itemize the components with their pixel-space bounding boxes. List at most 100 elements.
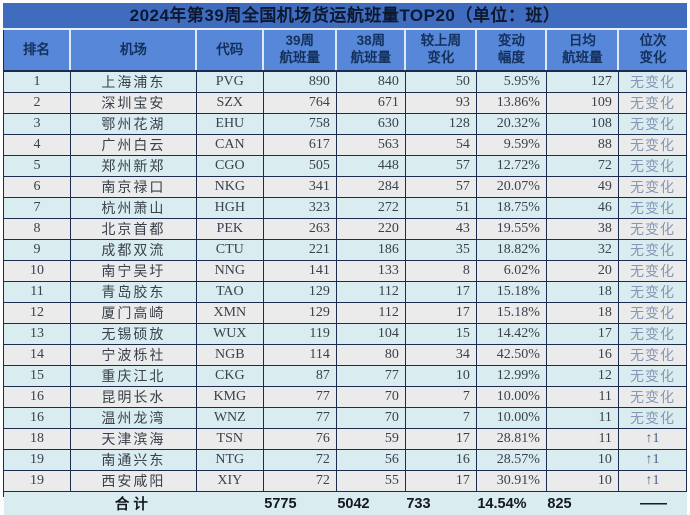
table-row: 18 天津滨海 TSN 76 59 17 28.81% 11 ↑1 — [4, 429, 687, 450]
table-row: 9 成都双流 CTU 221 186 35 18.82% 32 无变化 — [4, 240, 687, 261]
header-row: 排名 机场 代码 39周 航班量 38周 航班量 较上周 变化 变动 幅度 日均… — [4, 30, 687, 71]
cell-rank: 19 — [4, 450, 71, 471]
cell-rank-change: 无变化 — [618, 240, 686, 261]
cell-rank-change: 无变化 — [618, 345, 686, 366]
cell-rank: 12 — [4, 303, 71, 324]
cell-rank: 8 — [4, 219, 71, 240]
cell-change-pct: 28.57% — [476, 450, 546, 471]
cell-change: 8 — [405, 261, 476, 282]
cell-change-pct: 5.95% — [476, 71, 546, 93]
cell-change: 128 — [405, 114, 476, 135]
cell-airport: 厦门高崎 — [70, 303, 196, 324]
cell-week38: 563 — [336, 135, 405, 156]
cell-change: 16 — [405, 450, 476, 471]
cell-rank: 13 — [4, 324, 71, 345]
cell-code: WUX — [196, 324, 263, 345]
cell-code: PVG — [196, 71, 263, 93]
cell-airport: 青岛胶东 — [70, 282, 196, 303]
cell-airport: 广州白云 — [70, 135, 196, 156]
cell-rank: 15 — [4, 366, 71, 387]
cell-daily-avg: 72 — [546, 156, 618, 177]
cell-rank: 1 — [4, 71, 71, 93]
total-daily-avg: 825 — [546, 492, 618, 515]
cell-change: 17 — [405, 429, 476, 450]
cell-code: KMG — [196, 387, 263, 408]
cell-code: NKG — [196, 177, 263, 198]
cell-week39: 505 — [263, 156, 336, 177]
cell-daily-avg: 11 — [546, 408, 618, 429]
cell-code: XMN — [196, 303, 263, 324]
cell-change-pct: 12.72% — [476, 156, 546, 177]
cell-rank-change: 无变化 — [618, 135, 686, 156]
cell-change: 50 — [405, 71, 476, 93]
table-row: 6 南京禄口 NKG 341 284 57 20.07% 49 无变化 — [4, 177, 687, 198]
cell-change-pct: 28.81% — [476, 429, 546, 450]
cell-change-pct: 20.32% — [476, 114, 546, 135]
cell-week39: 617 — [263, 135, 336, 156]
cell-airport: 深圳宝安 — [70, 93, 196, 114]
header-cell-week39: 39周 航班量 — [263, 30, 336, 71]
cell-change-pct: 10.00% — [476, 387, 546, 408]
cell-code: TAO — [196, 282, 263, 303]
cell-week39: 77 — [263, 387, 336, 408]
table-row: 3 鄂州花湖 EHU 758 630 128 20.32% 108 无变化 — [4, 114, 687, 135]
cell-change: 57 — [405, 177, 476, 198]
cell-week38: 284 — [336, 177, 405, 198]
cell-rank: 2 — [4, 93, 71, 114]
cell-week39: 87 — [263, 366, 336, 387]
cell-change-pct: 18.75% — [476, 198, 546, 219]
cell-rank-change: 无变化 — [618, 261, 686, 282]
table-row: 12 厦门高崎 XMN 129 112 17 15.18% 18 无变化 — [4, 303, 687, 324]
cell-week39: 141 — [263, 261, 336, 282]
cell-change-pct: 6.02% — [476, 261, 546, 282]
cell-daily-avg: 11 — [546, 429, 618, 450]
cell-change-pct: 20.07% — [476, 177, 546, 198]
cell-rank: 5 — [4, 156, 71, 177]
page-title: 2024年第39周全国机场货运航班量TOP20（单位：班） — [3, 3, 687, 30]
total-rank-change: —— — [618, 492, 686, 515]
cell-airport: 上海浦东 — [70, 71, 196, 93]
cell-change: 17 — [405, 471, 476, 492]
cell-code: NGB — [196, 345, 263, 366]
table-row: 16 昆明长水 KMG 77 70 7 10.00% 11 无变化 — [4, 387, 687, 408]
cell-rank: 7 — [4, 198, 71, 219]
cell-rank: 3 — [4, 114, 71, 135]
total-week38: 5042 — [336, 492, 405, 515]
cell-rank-change: 无变化 — [618, 198, 686, 219]
cell-airport: 北京首都 — [70, 219, 196, 240]
cell-airport: 温州龙湾 — [70, 408, 196, 429]
cell-week38: 272 — [336, 198, 405, 219]
cell-change-pct: 9.59% — [476, 135, 546, 156]
cell-rank-change: 无变化 — [618, 114, 686, 135]
header-cell-change-pct: 变动 幅度 — [476, 30, 546, 71]
cell-airport: 天津滨海 — [70, 429, 196, 450]
cell-code: NNG — [196, 261, 263, 282]
cell-code: NTG — [196, 450, 263, 471]
cell-rank: 19 — [4, 471, 71, 492]
cell-daily-avg: 11 — [546, 387, 618, 408]
cell-daily-avg: 10 — [546, 450, 618, 471]
cell-rank: 10 — [4, 261, 71, 282]
table-row: 16 温州龙湾 WNZ 77 70 7 10.00% 11 无变化 — [4, 408, 687, 429]
cell-week39: 72 — [263, 450, 336, 471]
table-row: 2 深圳宝安 SZX 764 671 93 13.86% 109 无变化 — [4, 93, 687, 114]
cell-week38: 77 — [336, 366, 405, 387]
table-row: 1 上海浦东 PVG 890 840 50 5.95% 127 无变化 — [4, 71, 687, 93]
table-row: 4 广州白云 CAN 617 563 54 9.59% 88 无变化 — [4, 135, 687, 156]
header-cell-code: 代码 — [196, 30, 263, 71]
cell-rank: 18 — [4, 429, 71, 450]
cell-daily-avg: 127 — [546, 71, 618, 93]
header-cell-airport: 机场 — [70, 30, 196, 71]
table-sheet: 2024年第39周全国机场货运航班量TOP20（单位：班） 排名 机场 代码 3… — [3, 3, 687, 497]
cell-week39: 758 — [263, 114, 336, 135]
cell-week38: 220 — [336, 219, 405, 240]
cell-week38: 80 — [336, 345, 405, 366]
cell-rank-change: 无变化 — [618, 282, 686, 303]
cell-change-pct: 19.55% — [476, 219, 546, 240]
cell-change: 17 — [405, 282, 476, 303]
cell-daily-avg: 109 — [546, 93, 618, 114]
cell-daily-avg: 10 — [546, 471, 618, 492]
cell-change: 10 — [405, 366, 476, 387]
cell-code: XIY — [196, 471, 263, 492]
cell-code: CGO — [196, 156, 263, 177]
